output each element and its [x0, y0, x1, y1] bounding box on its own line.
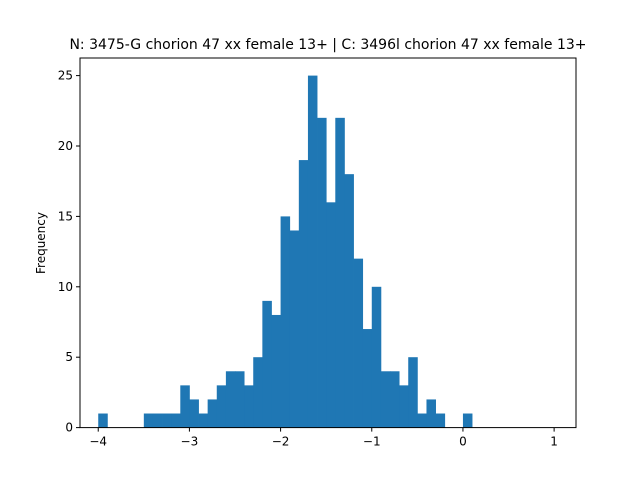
histogram-bar — [262, 300, 272, 428]
histogram-bar — [280, 216, 291, 428]
histogram-bar — [298, 160, 309, 428]
histogram-bar — [207, 399, 218, 428]
histogram-bar — [344, 174, 354, 428]
histogram-bar — [335, 117, 345, 428]
histogram-bar — [198, 413, 209, 428]
x-axis: −4 −3 −2 −1 0 1 — [89, 427, 558, 449]
bars-group — [98, 75, 473, 428]
histogram-bar — [307, 75, 318, 428]
histogram-bar — [462, 413, 473, 428]
histogram-bar — [353, 258, 364, 428]
histogram-bar — [426, 399, 436, 428]
histogram-bar — [417, 413, 427, 428]
x-tick-label: 0 — [459, 435, 467, 449]
y-tick-label: 25 — [58, 69, 73, 83]
chart-title: N: 3475-G chorion 47 xx female 13+ | C: … — [69, 37, 586, 53]
histogram-bar — [143, 413, 154, 428]
histogram-bar — [225, 371, 236, 428]
histogram-bar — [371, 286, 382, 428]
y-tick-label: 15 — [58, 209, 73, 223]
histogram-bar — [253, 357, 263, 428]
x-tick-label: −4 — [89, 435, 107, 449]
y-tick-label: 5 — [65, 350, 73, 364]
histogram-bar — [326, 202, 336, 428]
plot-frame — [79, 57, 577, 429]
y-tick-label: 20 — [58, 139, 73, 153]
histogram-bar — [408, 357, 418, 428]
histogram-bar — [98, 413, 108, 428]
y-axis-label: Frequency — [34, 212, 48, 274]
y-tick-label: 0 — [65, 421, 73, 435]
histogram-bar — [435, 413, 446, 428]
histogram-bar — [271, 314, 281, 428]
y-axis: 0 5 10 15 20 25 — [58, 69, 80, 435]
histogram-bar — [362, 329, 373, 428]
x-tick-label: 1 — [550, 435, 558, 449]
y-tick-label: 10 — [58, 280, 73, 294]
histogram-bar — [216, 385, 227, 428]
histogram-bar — [244, 385, 254, 428]
histogram-bar — [390, 371, 400, 428]
histogram-bar — [317, 117, 327, 428]
x-tick-label: −1 — [363, 435, 381, 449]
histogram-bar — [162, 413, 172, 428]
histogram-bar — [289, 230, 300, 428]
x-tick-label: −2 — [272, 435, 290, 449]
histogram-bar — [171, 413, 181, 428]
x-tick-label: −3 — [181, 435, 199, 449]
histogram-bar — [399, 385, 409, 428]
histogram-bar — [152, 413, 163, 428]
histogram-bar — [380, 371, 391, 428]
histogram-bar — [189, 399, 199, 428]
histogram-bar — [235, 371, 245, 428]
histogram-bar — [180, 385, 190, 428]
